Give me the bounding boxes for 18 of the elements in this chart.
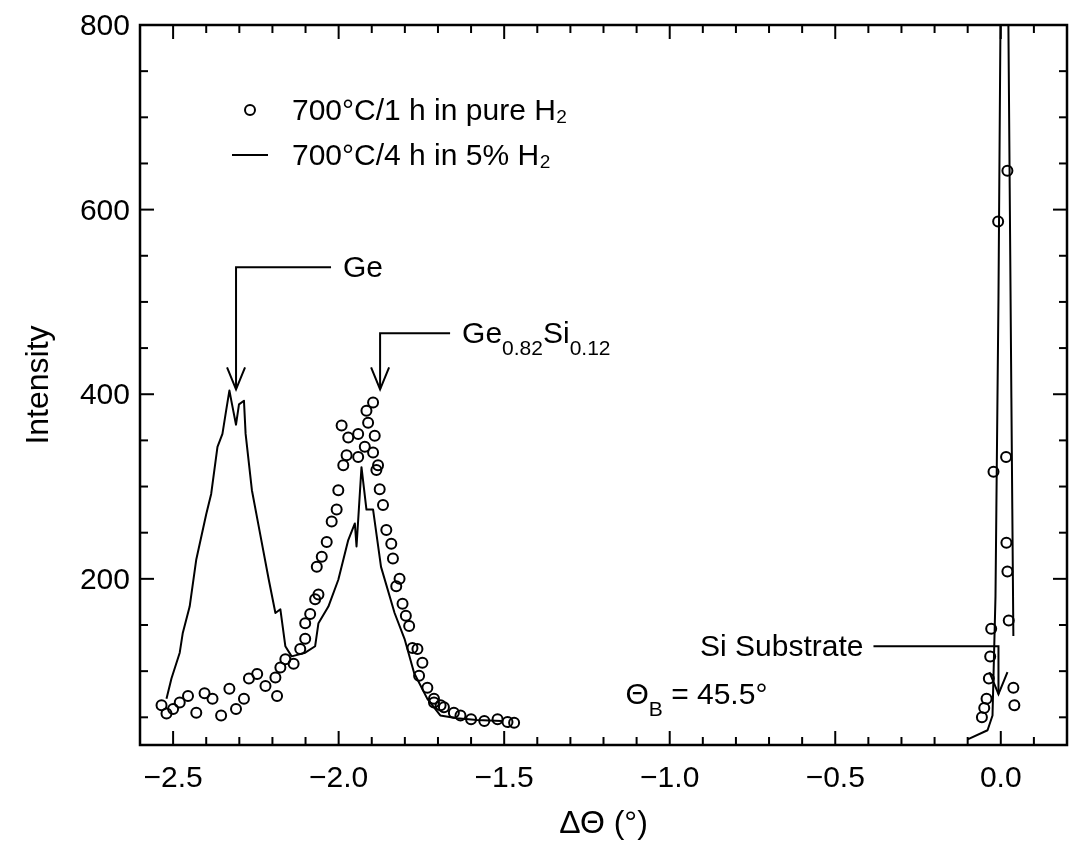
y-tick-label: 800: [79, 8, 130, 41]
annotation: Ge: [343, 250, 384, 284]
x-tick-label: −2.5: [143, 760, 203, 793]
annotation: Ge$_{0.82}$Si$_{0.12}$: [462, 316, 611, 359]
x-tick-label: 0.0: [979, 760, 1022, 793]
x-tick-label: −2.0: [309, 760, 369, 793]
x-tick-label: −1.0: [640, 760, 700, 793]
legend-label: 700°C/1 h in pure H₂: [292, 93, 568, 126]
x-tick-label: −1.5: [474, 760, 534, 793]
y-axis-title: Intensity: [19, 325, 55, 445]
annotation: Θ$_{B}$ = 45.5°: [625, 677, 768, 720]
legend-label: 700°C/4 h in 5% H₂: [292, 138, 551, 171]
y-tick-label: 400: [79, 377, 130, 411]
y-tick-label: 600: [79, 192, 130, 226]
annotation: Si Substrate: [700, 629, 864, 663]
x-tick-label: −0.5: [805, 760, 865, 793]
y-tick-label: 200: [79, 561, 130, 595]
x-axis-title: ΔΘ (°): [559, 804, 648, 840]
